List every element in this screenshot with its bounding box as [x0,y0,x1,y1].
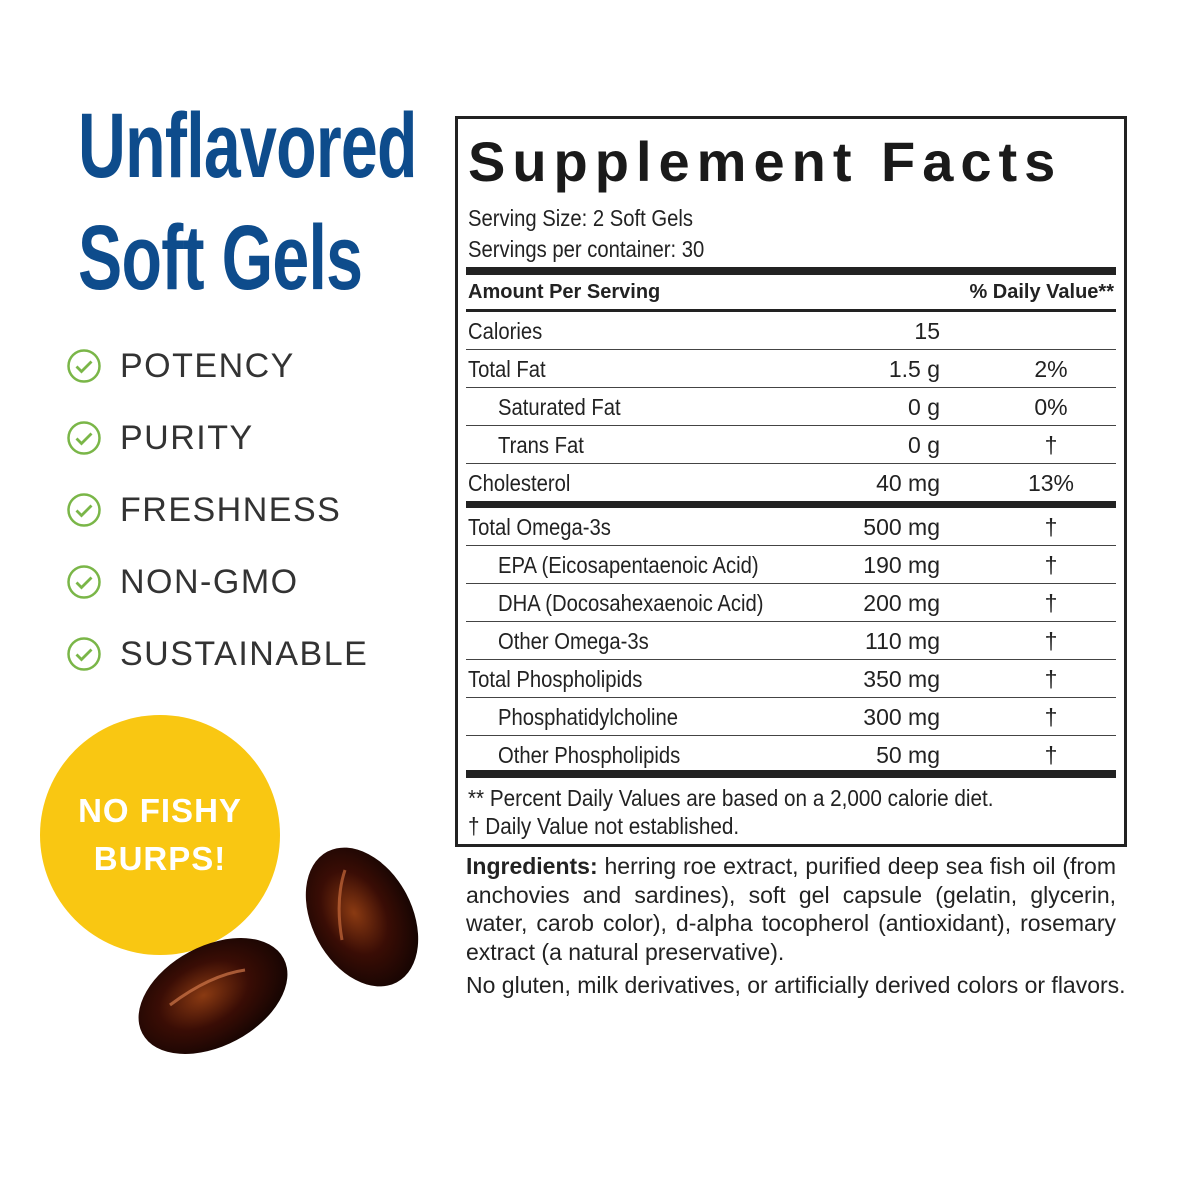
nutrient-amount: 50 mg [876,742,940,768]
badge-line1: NO FISHY [78,792,242,829]
nutrient-row: Other Phospholipids 50 mg † [466,736,1116,774]
nutrient-row: EPA (Eicosapentaenoic Acid) 190 mg † [466,546,1116,584]
disclaimer: No gluten, milk derivatives, or artifici… [466,972,1126,998]
nutrient-row: Saturated Fat 0 g 0% [466,388,1116,426]
divider [466,501,1116,508]
feature-label: POTENCY [120,346,295,385]
daily-value-label: % Daily Value** [969,281,1114,303]
ingredients-label: Ingredients: [466,853,598,879]
nutrient-row: Cholesterol 40 mg 13% [466,464,1116,502]
divider [466,770,1116,778]
ingredients-text: herring roe extract, purified deep sea f… [466,853,1116,965]
feature-item: POTENCY [66,346,295,386]
nutrient-daily-value: † [1044,666,1058,692]
feature-label: PURITY [120,418,254,457]
nutrient-amount: 40 mg [876,470,940,496]
nutrient-row: Total Phospholipids 350 mg † [466,660,1116,698]
nutrient-row: Calories 15 [466,312,1116,350]
feature-item: SUSTAINABLE [66,634,368,674]
facts-title: Supplement Facts [468,130,1063,193]
facts-header: Amount Per Serving % Daily Value** [468,281,1114,304]
soft-gel-capsules-image [138,847,419,1054]
nutrient-name: Other Omega-3s [498,628,649,654]
nutrient-daily-value: 0% [1034,394,1068,420]
nutrient-name: Phosphatidylcholine [498,704,679,730]
no-fishy-burps-badge: NO FISHY BURPS! [40,715,280,955]
check-circle-icon [67,637,101,671]
footnote-dv-not-established: † Daily Value not established. [468,813,740,839]
nutrient-daily-value: † [1044,552,1058,578]
footnote-percent-dv: ** Percent Daily Values are based on a 2… [468,785,994,811]
nutrient-amount: 500 mg [863,514,940,540]
nutrient-amount: 0 g [908,394,940,420]
feature-item: FRESHNESS [66,490,341,530]
nutrient-amount: 190 mg [863,552,940,578]
nutrient-daily-value: † [1044,432,1058,458]
nutrient-row: Trans Fat 0 g † [466,426,1116,464]
nutrient-daily-value: † [1044,704,1058,730]
nutrient-name: Saturated Fat [498,394,621,420]
nutrient-daily-value: † [1044,590,1058,616]
feature-label: FRESHNESS [120,490,342,529]
nutrient-daily-value: † [1044,742,1058,768]
nutrient-daily-value: 2% [1034,356,1068,382]
nutrient-row: Other Omega-3s 110 mg † [466,622,1116,660]
nutrient-amount: 350 mg [863,666,940,692]
check-circle-icon [67,493,101,527]
nutrient-daily-value: † [1044,628,1058,654]
divider [466,267,1116,275]
nutrient-name: DHA (Docosahexaenoic Acid) [498,590,764,616]
feature-label: NON-GMO [120,562,299,601]
nutrient-row: Phosphatidylcholine 300 mg † [466,698,1116,736]
badge-line2: BURPS! [93,840,227,877]
nutrient-amount: 0 g [908,432,940,458]
check-circle-icon [67,421,101,455]
nutrient-amount: 300 mg [863,704,940,730]
check-circle-icon [67,349,101,383]
nutrient-name: Total Omega-3s [468,514,611,540]
servings-per-container: Servings per container: 30 [468,236,705,262]
soft-gel-2 [138,938,288,1054]
nutrient-name: Total Phospholipids [468,666,643,692]
nutrient-daily-value: 13% [1027,470,1075,496]
nutrient-amount: 110 mg [864,628,940,654]
nutrient-amount: 200 mg [863,590,940,616]
nutrient-row: DHA (Docosahexaenoic Acid) 200 mg † [466,584,1116,622]
nutrient-name: Cholesterol [468,470,571,496]
nutrient-name: Total Fat [468,356,546,382]
feature-item: PURITY [66,418,254,458]
serving-size: Serving Size: 2 Soft Gels [468,205,694,231]
amount-per-serving-label: Amount Per Serving [468,281,661,303]
headline-line1: Unflavored [78,95,418,197]
divider [466,309,1116,312]
feature-item: NON-GMO [66,562,299,602]
nutrient-name: Other Phospholipids [498,742,681,768]
supplement-facts-panel: Supplement Facts Serving Size: 2 Soft Ge… [455,116,1127,847]
nutrient-row: Total Omega-3s 500 mg † [466,508,1116,546]
nutrient-daily-value: † [1044,514,1058,540]
nutrient-amount: 1.5 g [888,356,940,382]
nutrient-name: Calories [468,318,543,344]
feature-label: SUSTAINABLE [120,634,369,673]
nutrient-amount: 15 [914,318,940,344]
nutrient-name: EPA (Eicosapentaenoic Acid) [498,552,759,578]
soft-gel-1 [305,847,419,987]
nutrient-name: Trans Fat [498,432,584,458]
ingredients: Ingredients: herring roe extract, purifi… [466,852,1116,966]
check-circle-icon [67,565,101,599]
nutrient-row: Total Fat 1.5 g 2% [466,350,1116,388]
headline-line2: Soft Gels [78,207,363,309]
